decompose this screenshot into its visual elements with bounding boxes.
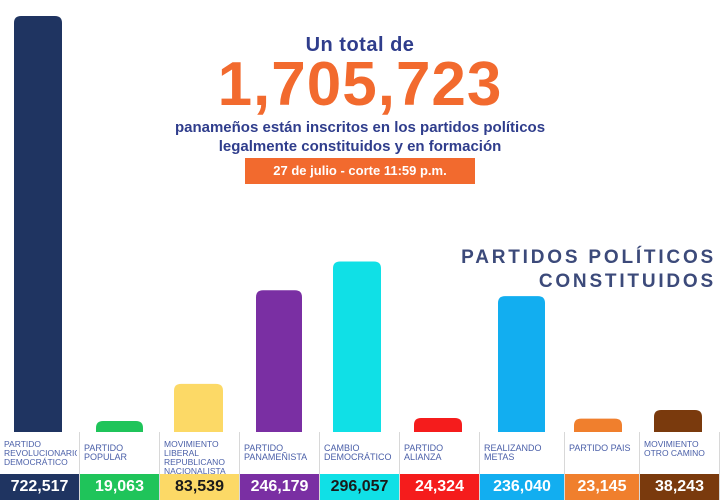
party-cell-6: PARTIDO ALIANZA 24,324 bbox=[400, 432, 480, 500]
section-title-line1: PARTIDOS POLÍTICOS bbox=[461, 247, 716, 268]
party-cell-9: MOVIMIENTO OTRO CAMINO 38,243 bbox=[640, 432, 720, 500]
party-name: REALIZANDO METAS bbox=[484, 444, 542, 462]
party-cell-2: PARTIDO POPULAR 19,063 bbox=[80, 432, 160, 500]
party-name: MOVIMIENTO OTRO CAMINO bbox=[644, 440, 705, 458]
party-name: MOVIMIENTO LIBERAL REPUBLICANO NACIONALI… bbox=[164, 440, 226, 476]
party-name: PARTIDO REVOLUCIONARIO DEMOCRÁTICO bbox=[4, 440, 77, 467]
date-badge: 27 de julio - corte 11:59 p.m. bbox=[245, 158, 475, 184]
party-cell-8: PARTIDO PAÍS 23,145 bbox=[565, 432, 640, 500]
party-value: 236,040 bbox=[480, 474, 564, 500]
party-cell-3: MOVIMIENTO LIBERAL REPUBLICANO NACIONALI… bbox=[160, 432, 240, 500]
party-value: 722,517 bbox=[0, 474, 79, 500]
party-value: 83,539 bbox=[160, 474, 239, 500]
headline-description-line1: panameños están inscritos en los partido… bbox=[174, 119, 546, 136]
bar-8 bbox=[574, 418, 622, 432]
headline-intro: Un total de bbox=[305, 34, 415, 56]
party-name: PARTIDO ALIANZA bbox=[404, 444, 444, 462]
party-value: 296,057 bbox=[320, 474, 399, 500]
party-name: CAMBIO DEMOCRÁTICO bbox=[324, 444, 392, 462]
bar-5 bbox=[333, 261, 381, 432]
section-title-line2: CONSTITUIDOS bbox=[538, 271, 716, 292]
party-value: 38,243 bbox=[640, 474, 719, 500]
bar-1 bbox=[14, 16, 62, 432]
party-name: PARTIDO POPULAR bbox=[84, 444, 128, 462]
bar-chart bbox=[14, 16, 702, 432]
bar-3 bbox=[174, 383, 223, 432]
party-cell-7: REALIZANDO METAS 236,040 bbox=[480, 432, 565, 500]
party-name: PARTIDO PAÍS bbox=[569, 444, 631, 453]
bar-7 bbox=[498, 296, 545, 432]
party-value: 23,145 bbox=[565, 474, 639, 500]
party-value: 24,324 bbox=[400, 474, 479, 500]
party-cell-1: PARTIDO REVOLUCIONARIO DEMOCRÁTICO 722,51… bbox=[0, 432, 80, 500]
party-value: 246,179 bbox=[240, 474, 319, 500]
party-cell-4: PARTIDO PANAMEÑISTA 246,179 bbox=[240, 432, 320, 500]
headline-description-line2: legalmente constituidos y en formación bbox=[218, 138, 502, 155]
section-title: PARTIDOS POLÍTICOS CONSTITUIDOS bbox=[461, 246, 716, 294]
headline-description: panameños están inscritos en los partido… bbox=[130, 118, 590, 156]
headline-total: 1,705,723 bbox=[217, 50, 503, 119]
bar-4 bbox=[256, 290, 302, 432]
party-value: 19,063 bbox=[80, 474, 159, 500]
party-name: PARTIDO PANAMEÑISTA bbox=[244, 444, 308, 462]
party-cell-5: CAMBIO DEMOCRÁTICO 296,057 bbox=[320, 432, 400, 500]
bar-2 bbox=[96, 421, 143, 432]
bar-9 bbox=[654, 409, 702, 432]
bar-6 bbox=[414, 417, 462, 432]
